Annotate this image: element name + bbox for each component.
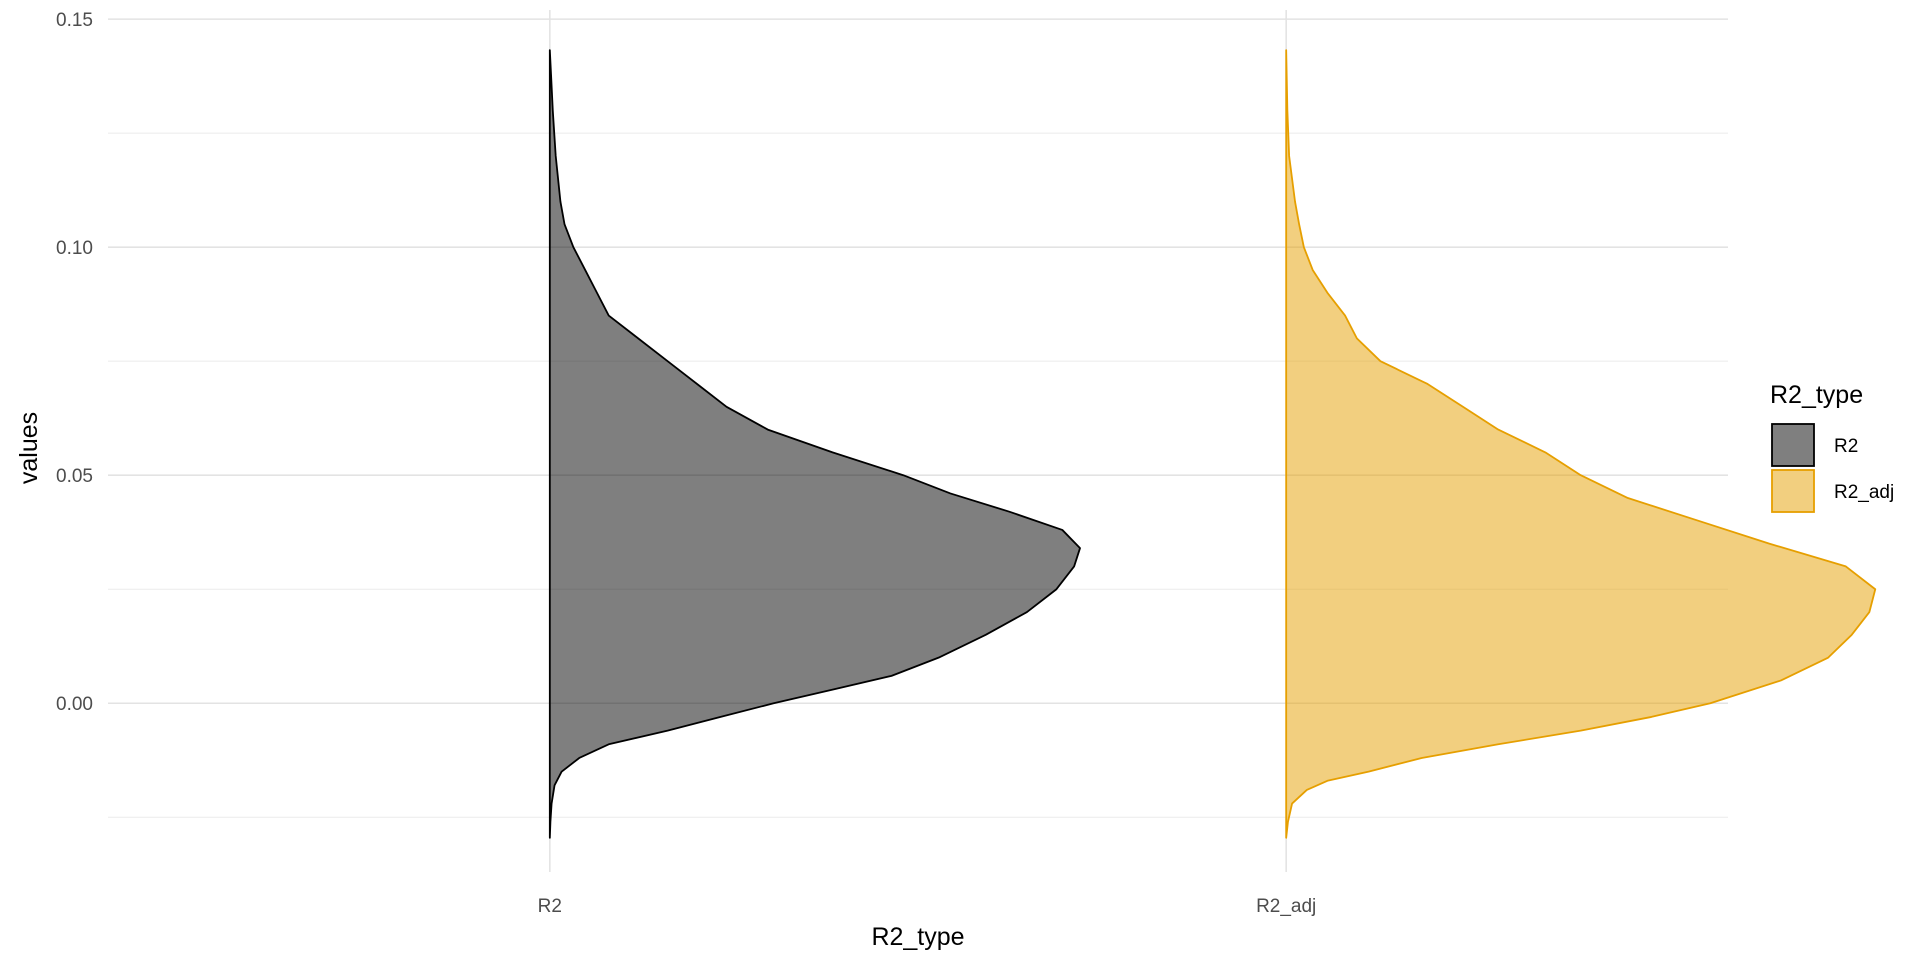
y-axis-title: values — [15, 412, 43, 484]
y-tick-label: 0.05 — [56, 466, 93, 487]
y-axis-tick-labels: 0.00 0.05 0.10 0.15 — [56, 10, 93, 715]
x-tick-label: R2 — [538, 896, 562, 917]
y-tick-label: 0.15 — [56, 10, 93, 31]
violin-r2-adj — [1285, 49, 1877, 839]
violin-series — [548, 49, 1877, 839]
violin-r2 — [548, 49, 1081, 839]
legend-key-r2 — [1771, 423, 1815, 467]
x-tick-label: R2_adj — [1256, 896, 1316, 917]
legend: R2_type R2 R2_adj — [1770, 381, 1894, 513]
y-tick-label: 0.10 — [56, 238, 93, 259]
y-tick-label: 0.00 — [56, 694, 93, 715]
legend-label-r2-adj: R2_adj — [1834, 482, 1894, 503]
x-axis-title: R2_type — [871, 923, 964, 951]
x-axis-tick-labels: R2 R2_adj — [538, 896, 1317, 917]
legend-key-r2-adj — [1771, 469, 1815, 513]
legend-title: R2_type — [1770, 381, 1863, 409]
legend-label-r2: R2 — [1834, 436, 1858, 457]
